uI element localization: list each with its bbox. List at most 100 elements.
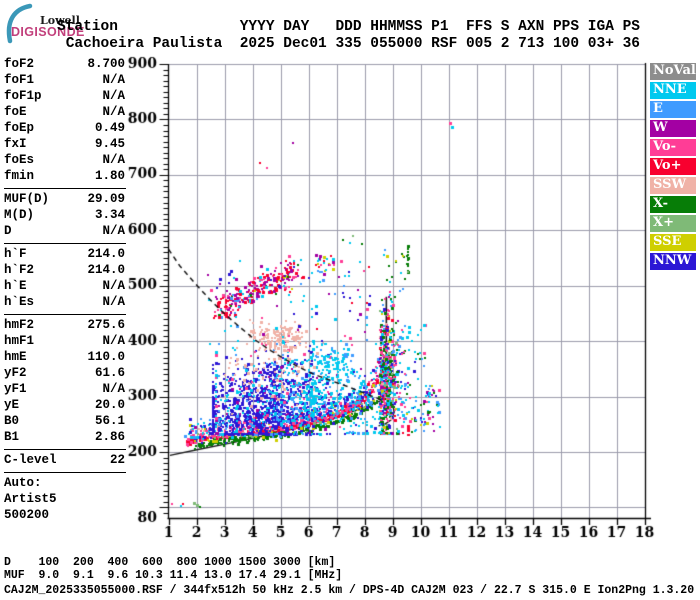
param-label: fxI [4, 137, 27, 151]
legend-item-X+: X+ [650, 215, 696, 232]
legend-item-E: E [650, 101, 696, 118]
param-value: 275.6 [87, 318, 125, 332]
param-row-foE: foE N/A [4, 105, 125, 121]
param-label: yF1 [4, 382, 27, 396]
param-label: h`F2 [4, 263, 35, 277]
param-label: foF1 [4, 73, 35, 87]
logo-arc-icon [6, 3, 33, 44]
param-value: 0.49 [94, 121, 125, 135]
param-label: hmE [4, 350, 27, 364]
logo-digisonde-text: DIGISONDE [11, 25, 85, 39]
param-value: N/A [102, 153, 125, 167]
param-label: B1 [4, 430, 20, 444]
param-label: hmF1 [4, 334, 35, 348]
param-label: yE [4, 398, 20, 412]
param-row-foEs: foEs N/A [4, 153, 125, 169]
legend-item-X-: X- [650, 196, 696, 213]
param-row-D: D N/A [4, 224, 125, 240]
param-label: h`Es [4, 295, 35, 309]
param-value: N/A [102, 73, 125, 87]
param-label: Auto: [4, 476, 42, 490]
param-label: foF2 [4, 57, 35, 71]
param-value: 22 [109, 453, 125, 467]
param-value: 56.1 [94, 414, 125, 428]
param-label: 500200 [4, 508, 50, 522]
muf-row: MUF 9.0 9.1 9.6 10.3 11.4 13.0 17.4 29.1… [4, 569, 343, 582]
param-value: 2.86 [94, 430, 125, 444]
param-label: yF2 [4, 366, 27, 380]
param-value: 29.09 [87, 192, 125, 206]
param-row-foF1p: foF1p N/A [4, 89, 125, 105]
param-value: 8.700 [87, 57, 125, 71]
panel-separator [4, 188, 126, 189]
param-label: D [4, 224, 12, 238]
param-row-yF2: yF2 61.6 [4, 366, 125, 382]
param-label: B0 [4, 414, 20, 428]
param-row-foF2: foF2 8.700 [4, 57, 125, 73]
param-row-foEp: foEp 0.49 [4, 121, 125, 137]
param-row-yF1: yF1 N/A [4, 382, 125, 398]
legend-item-NoVal: NoVal [650, 63, 696, 80]
param-row-foF1: foF1 N/A [4, 73, 125, 89]
legend-item-Vo+: Vo+ [650, 158, 696, 175]
lowell-digisonde-logo: Lowell DIGISONDE [2, 2, 142, 44]
param-value: N/A [102, 89, 125, 103]
param-label: Artist5 [4, 492, 57, 506]
param-label: hmF2 [4, 318, 35, 332]
param-label: M(D) [4, 208, 35, 222]
param-label: h`E [4, 279, 27, 293]
param-value: 1.80 [94, 169, 125, 183]
direction-legend: NoVal NNE E W Vo- Vo+ SSW X- X+ SSE NNW [650, 63, 696, 272]
param-value: N/A [102, 224, 125, 238]
param-row-MD: M(D) 3.34 [4, 208, 125, 224]
panel-separator [4, 314, 126, 315]
legend-item-SSE: SSE [650, 234, 696, 251]
panel-separator [4, 472, 126, 473]
legend-item-NNE: NNE [650, 82, 696, 99]
legend-item-W: W [650, 120, 696, 137]
param-value: 20.0 [94, 398, 125, 412]
distance-row: D 100 200 400 600 800 1000 1500 3000 [km… [4, 556, 336, 569]
logo-lowell-text: Lowell [40, 14, 80, 27]
param-label: fmin [4, 169, 35, 183]
scaled-parameters-panel: foF2 8.700 foF1 N/A foF1p N/A foE N/A foEp 0.49 fx… [4, 57, 126, 524]
param-value: N/A [102, 279, 125, 293]
file-info-row: CAJ2M_2025335055000.RSF / 344fx512h 50 k… [4, 584, 695, 597]
param-row-hmE: hmE 110.0 [4, 350, 125, 366]
param-row-fmin: fmin 1.80 [4, 169, 125, 185]
legend-item-NNW: NNW [650, 253, 696, 270]
param-row-hmF2: hmF2 275.6 [4, 318, 125, 334]
param-label: h`F [4, 247, 27, 261]
param-row-Auto: Auto: [4, 476, 125, 492]
param-value: N/A [102, 105, 125, 119]
param-value: 214.0 [87, 263, 125, 277]
param-value: N/A [102, 295, 125, 309]
legend-item-SSW: SSW [650, 177, 696, 194]
param-row-yE: yE 20.0 [4, 398, 125, 414]
param-label: foE [4, 105, 27, 119]
param-label: foEs [4, 153, 35, 167]
param-row-500200: 500200 [4, 508, 125, 524]
param-label: foF1p [4, 89, 42, 103]
param-row-hEs: h`Es N/A [4, 295, 125, 311]
panel-separator [4, 243, 126, 244]
param-row-fxI: fxI 9.45 [4, 137, 125, 153]
param-value: 110.0 [87, 350, 125, 364]
param-row-hE: h`E N/A [4, 279, 125, 295]
param-label: foEp [4, 121, 35, 135]
param-row-hF2: h`F2 214.0 [4, 263, 125, 279]
param-value: N/A [102, 334, 125, 348]
param-value: 61.6 [94, 366, 125, 380]
param-value: 3.34 [94, 208, 125, 222]
param-row-B0: B0 56.1 [4, 414, 125, 430]
header-station-values: Cachoeira Paulista 2025 Dec01 335 055000… [57, 36, 640, 52]
panel-separator [4, 449, 126, 450]
param-label: MUF(D) [4, 192, 50, 206]
param-value: N/A [102, 382, 125, 396]
legend-item-Vo-: Vo- [650, 139, 696, 156]
param-value: 214.0 [87, 247, 125, 261]
param-row-hF: h`F 214.0 [4, 247, 125, 263]
param-row-Artist5: Artist5 [4, 492, 125, 508]
